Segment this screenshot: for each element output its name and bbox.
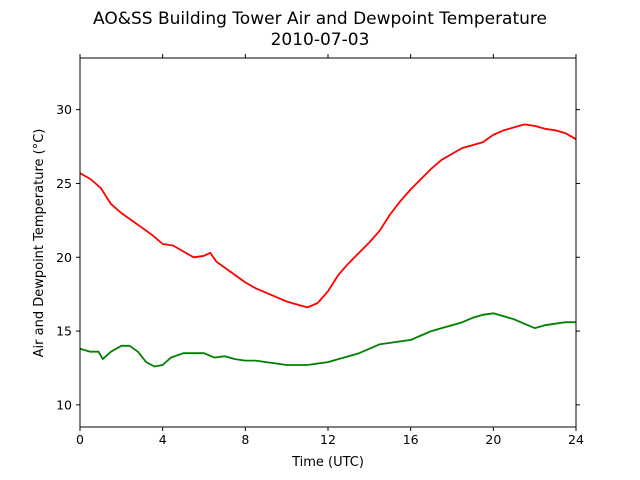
- x-axis-label: Time (UTC): [291, 455, 364, 470]
- x-tick-label: 24: [568, 432, 584, 447]
- x-tick-label: 4: [159, 432, 167, 447]
- y-tick-label: 15: [56, 324, 72, 339]
- plot-frame: [79, 57, 577, 428]
- y-tick-label: 10: [56, 397, 72, 412]
- chart-title: AO&SS Building Tower Air and Dewpoint Te…: [93, 9, 547, 29]
- y-tick-label: 25: [56, 176, 72, 191]
- series-layer: [79, 123, 577, 368]
- series-line-1: [79, 123, 577, 309]
- x-tick-label: 8: [241, 432, 249, 447]
- y-tick-label: 30: [56, 102, 72, 117]
- y-tick-label: 20: [56, 250, 72, 265]
- ticks-layer: 0 4 8 12 16 20 24 10 15 20 25 30: [56, 54, 584, 447]
- x-tick-label: 0: [76, 432, 84, 447]
- chart-subtitle: 2010-07-03: [271, 30, 370, 50]
- series-line-2: [79, 312, 576, 368]
- x-tick-label: 20: [485, 432, 501, 447]
- x-tick-label: 16: [403, 432, 419, 447]
- y-axis-label: Air and Dewpoint Temperature (°C): [32, 129, 47, 358]
- x-tick-label: 12: [320, 432, 336, 447]
